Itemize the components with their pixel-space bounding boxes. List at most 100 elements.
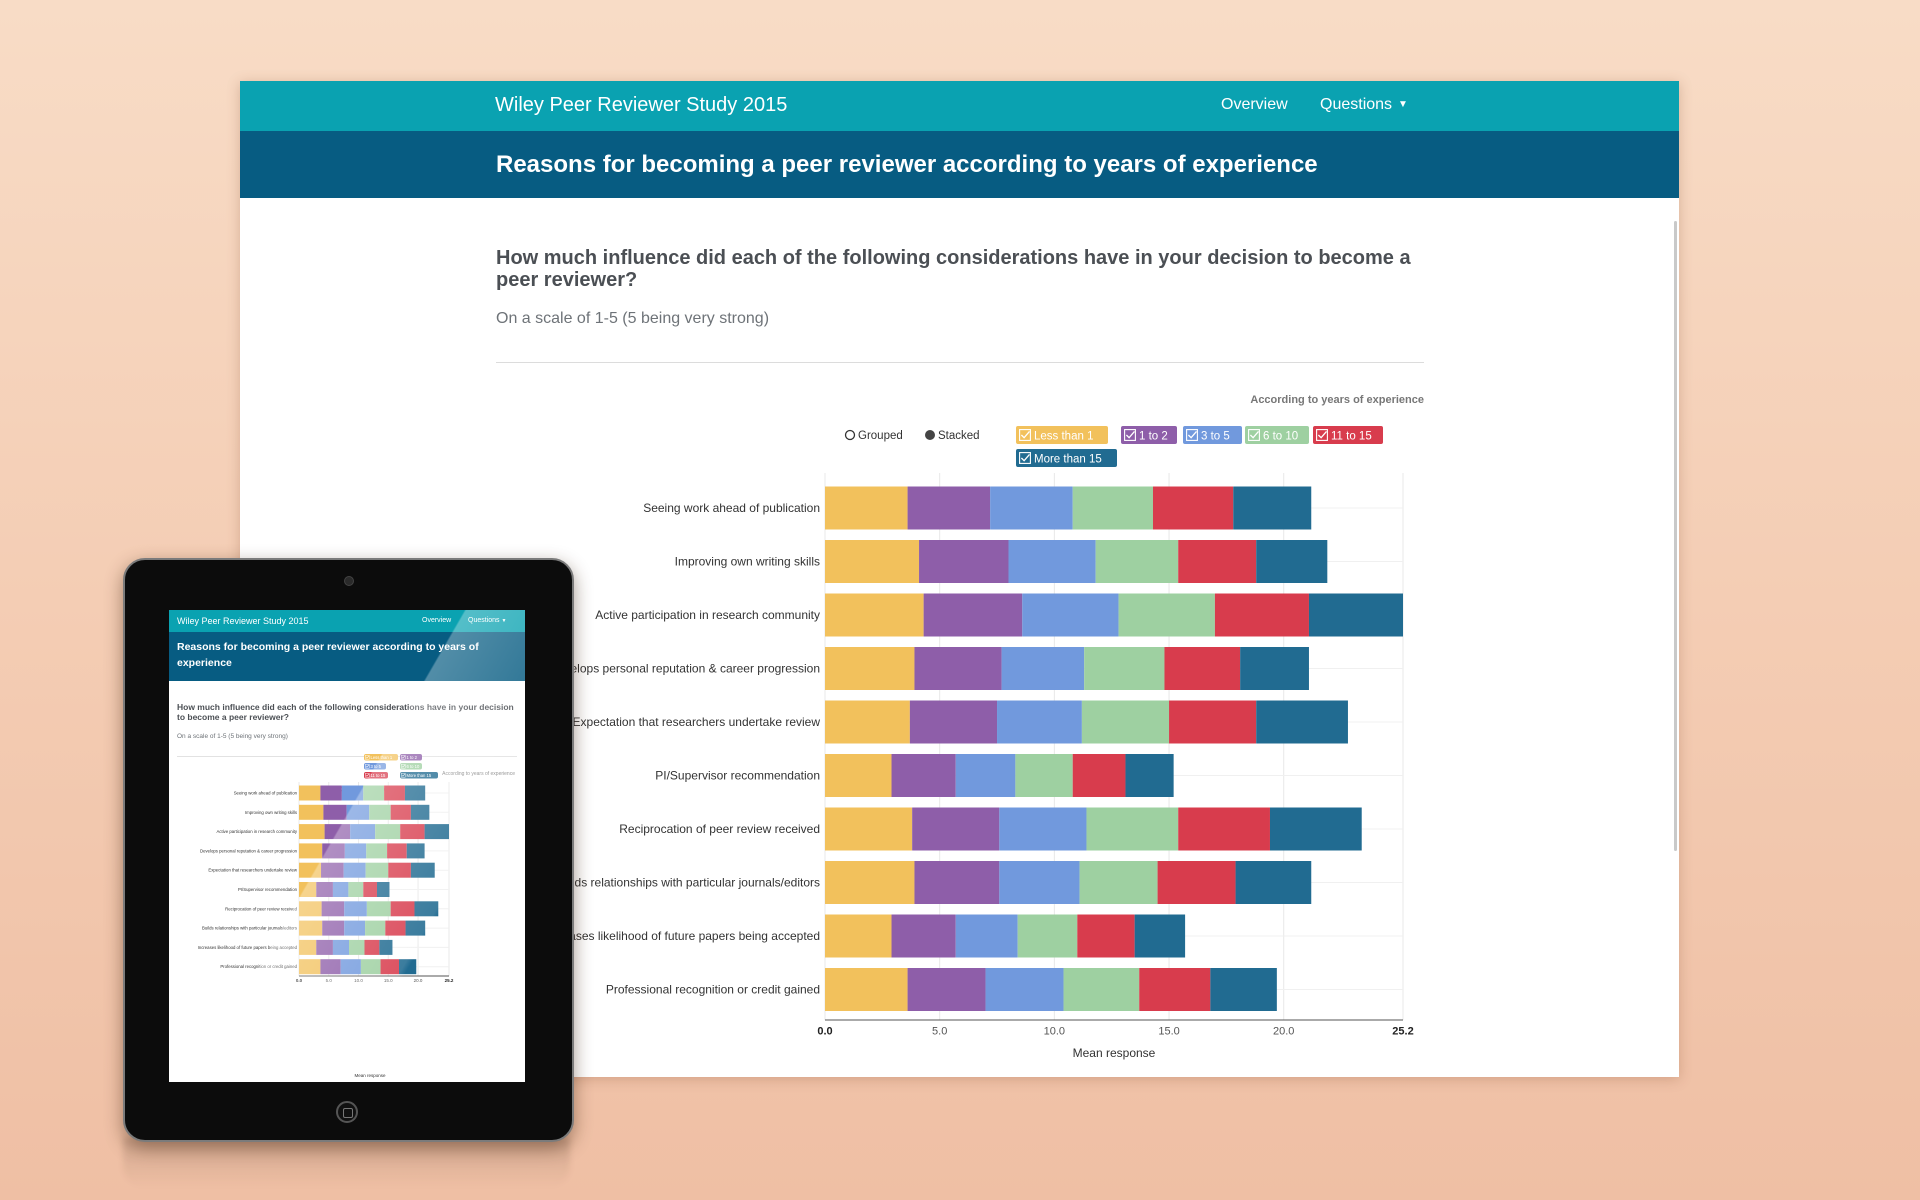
bar-segment[interactable] [322, 920, 345, 936]
bar-segment[interactable] [316, 882, 333, 897]
bar-segment[interactable] [346, 804, 370, 820]
bar-segment[interactable] [410, 862, 435, 878]
bar-segment[interactable] [914, 647, 1002, 690]
bar-segment[interactable] [363, 882, 377, 897]
bar-segment[interactable] [825, 647, 915, 690]
bar-segment[interactable] [955, 754, 1016, 797]
bar-segment[interactable] [825, 861, 915, 904]
bar-segment[interactable] [1118, 593, 1215, 637]
bar-segment[interactable] [321, 901, 345, 917]
bar-segment[interactable] [1240, 647, 1309, 690]
bar-segment[interactable] [414, 901, 439, 917]
bar-segment[interactable] [990, 486, 1073, 530]
legend-toggle-less-than-1[interactable]: Less than 1 [1016, 426, 1108, 444]
bar-segment[interactable] [1079, 861, 1158, 904]
legend-toggle-3-to-5[interactable]: 3 to 5 [364, 763, 386, 770]
bar-segment[interactable] [320, 959, 341, 975]
bar-segment[interactable] [1134, 914, 1186, 958]
legend-toggle-more-than-15[interactable]: More than 15 [1016, 449, 1117, 467]
bar-segment[interactable] [344, 920, 366, 936]
bar-segment[interactable] [340, 959, 361, 975]
bar-segment[interactable] [907, 486, 991, 530]
legend-toggle-more-than-15[interactable]: More than 15 [400, 772, 438, 779]
bar-segment[interactable] [1072, 486, 1153, 530]
bar-segment[interactable] [891, 754, 956, 797]
legend-toggle-3-to-5[interactable]: 3 to 5 [1183, 426, 1242, 444]
bar-segment[interactable] [825, 914, 892, 958]
bar-segment[interactable] [365, 920, 386, 936]
bar-segment[interactable] [299, 862, 322, 878]
bar-segment[interactable] [1095, 540, 1179, 583]
bar-segment[interactable] [379, 939, 393, 955]
bar-segment[interactable] [405, 920, 426, 936]
bar-segment[interactable] [299, 824, 325, 840]
bar-segment[interactable] [1001, 647, 1085, 690]
bar-segment[interactable] [1178, 807, 1270, 851]
bar-segment[interactable] [399, 959, 417, 975]
bar-segment[interactable] [323, 804, 347, 820]
bar-segment[interactable] [1015, 754, 1073, 797]
mode-grouped-radio[interactable]: Grouped [844, 429, 903, 442]
bar-segment[interactable] [907, 968, 986, 1011]
bar-segment[interactable] [332, 939, 349, 955]
bar-segment[interactable] [299, 901, 322, 917]
bar-segment[interactable] [369, 804, 391, 820]
bar-segment[interactable] [1063, 968, 1140, 1011]
bar-segment[interactable] [825, 540, 920, 583]
bar-segment[interactable] [388, 862, 411, 878]
tablet-nav-questions-dropdown[interactable]: Questions ▼ [468, 617, 506, 624]
bar-segment[interactable] [360, 959, 381, 975]
bar-segment[interactable] [348, 882, 364, 897]
bar-segment[interactable] [1308, 593, 1403, 637]
bar-segment[interactable] [825, 754, 892, 797]
bar-segment[interactable] [322, 843, 345, 859]
bar-segment[interactable] [344, 901, 367, 917]
nav-questions-dropdown[interactable]: Questions ▼ [1320, 96, 1408, 114]
bar-segment[interactable] [366, 901, 391, 917]
bar-segment[interactable] [825, 486, 908, 530]
bar-segment[interactable] [1017, 914, 1078, 958]
bar-segment[interactable] [825, 593, 924, 637]
bar-segment[interactable] [406, 843, 425, 859]
bar-segment[interactable] [410, 804, 430, 820]
legend-toggle-1-to-2[interactable]: 1 to 2 [400, 754, 422, 761]
bar-segment[interactable] [299, 882, 317, 897]
nav-overview-link[interactable]: Overview [1221, 96, 1288, 113]
bar-segment[interactable] [1139, 968, 1211, 1011]
bar-segment[interactable] [1214, 593, 1309, 637]
tablet-brand-title[interactable]: Wiley Peer Reviewer Study 2015 [177, 616, 309, 626]
bar-segment[interactable] [914, 861, 1000, 904]
legend-toggle-1-to-2[interactable]: 1 to 2 [1121, 426, 1177, 444]
bar-segment[interactable] [1008, 540, 1096, 583]
bar-segment[interactable] [825, 968, 908, 1011]
bar-segment[interactable] [955, 914, 1018, 958]
bar-segment[interactable] [424, 824, 449, 840]
bar-segment[interactable] [999, 861, 1080, 904]
bar-segment[interactable] [1125, 754, 1174, 797]
bar-segment[interactable] [299, 920, 323, 936]
brand-title[interactable]: Wiley Peer Reviewer Study 2015 [495, 94, 788, 116]
bar-segment[interactable] [376, 882, 390, 897]
bar-segment[interactable] [1086, 807, 1179, 851]
legend-toggle-6-to-10[interactable]: 6 to 10 [1245, 426, 1309, 444]
mode-stacked-radio[interactable]: Stacked [925, 430, 980, 442]
bar-segment[interactable] [1256, 540, 1328, 583]
bar-segment[interactable] [385, 920, 406, 936]
bar-segment[interactable] [404, 785, 426, 801]
bar-segment[interactable] [344, 843, 367, 859]
bar-segment[interactable] [825, 700, 910, 744]
bar-segment[interactable] [324, 824, 351, 840]
bar-segment[interactable] [1269, 807, 1362, 851]
legend-toggle-11-to-15[interactable]: 11 to 15 [1313, 426, 1383, 444]
bar-segment[interactable] [912, 807, 1000, 851]
bar-segment[interactable] [390, 901, 415, 917]
bar-segment[interactable] [1157, 861, 1236, 904]
bar-segment[interactable] [1084, 647, 1165, 690]
bar-segment[interactable] [400, 824, 425, 840]
bar-segment[interactable] [387, 843, 407, 859]
bar-segment[interactable] [380, 959, 399, 975]
bar-segment[interactable] [350, 824, 376, 840]
bar-segment[interactable] [919, 540, 1009, 583]
bar-segment[interactable] [349, 939, 365, 955]
bar-segment[interactable] [299, 843, 323, 859]
